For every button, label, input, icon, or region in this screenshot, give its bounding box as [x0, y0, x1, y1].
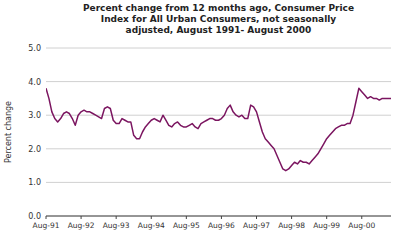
x-tick: [291, 216, 292, 219]
x-tick: [151, 216, 152, 219]
x-tick-label: Aug-97: [243, 221, 270, 230]
y-tick-label: 1.0: [28, 178, 41, 187]
y-tick-label: 0.0: [28, 212, 41, 221]
x-tick-label: Aug-99: [313, 221, 340, 230]
x-tick: [46, 216, 47, 219]
x-tick-label: Aug-91: [33, 221, 60, 230]
x-tick: [116, 216, 117, 219]
chart-container: Percent change from 12 months ago, Consu…: [0, 0, 401, 238]
x-tick-label: Aug-98: [278, 221, 305, 230]
y-axis: 0.0 1.0 2.0 3.0 4.0 5.0: [28, 44, 391, 221]
x-tick: [81, 216, 82, 219]
y-tick-label: 5.0: [28, 44, 41, 53]
x-tick-label: Aug-92: [68, 221, 95, 230]
y-tick-label: 3.0: [28, 111, 41, 120]
grid-line: [46, 81, 391, 82]
chart: Percent change from 12 months ago, Consu…: [0, 0, 401, 238]
y-tick-label: 4.0: [28, 78, 41, 87]
grid-line: [46, 148, 391, 149]
grid-line: [46, 216, 391, 217]
x-tick: [221, 216, 222, 219]
series: [46, 88, 391, 170]
x-tick: [186, 216, 187, 219]
grid-line: [46, 48, 391, 49]
x-axis: Aug-91 Aug-92 Aug-93 Aug-94 Aug-95 Aug-96 Aug-…: [33, 216, 391, 230]
x-axis-line: [46, 216, 391, 217]
y-tick-label: 2.0: [28, 145, 41, 154]
title: Percent change from 12 months ago, Consu…: [83, 3, 354, 35]
grid-line: [46, 182, 391, 183]
x-tick-label: Aug-94: [138, 221, 165, 230]
line: [46, 88, 391, 170]
x-tick-label: Aug-93: [103, 221, 130, 230]
x-tick: [326, 216, 327, 219]
x-tick-label: Aug-96: [208, 221, 235, 230]
y-axis-label: Percent change: [4, 101, 13, 163]
x-tick: [256, 216, 257, 219]
x-tick-label: Aug-00: [348, 221, 375, 230]
x-tick: [361, 216, 362, 219]
x-tick-label: Aug-95: [173, 221, 200, 230]
